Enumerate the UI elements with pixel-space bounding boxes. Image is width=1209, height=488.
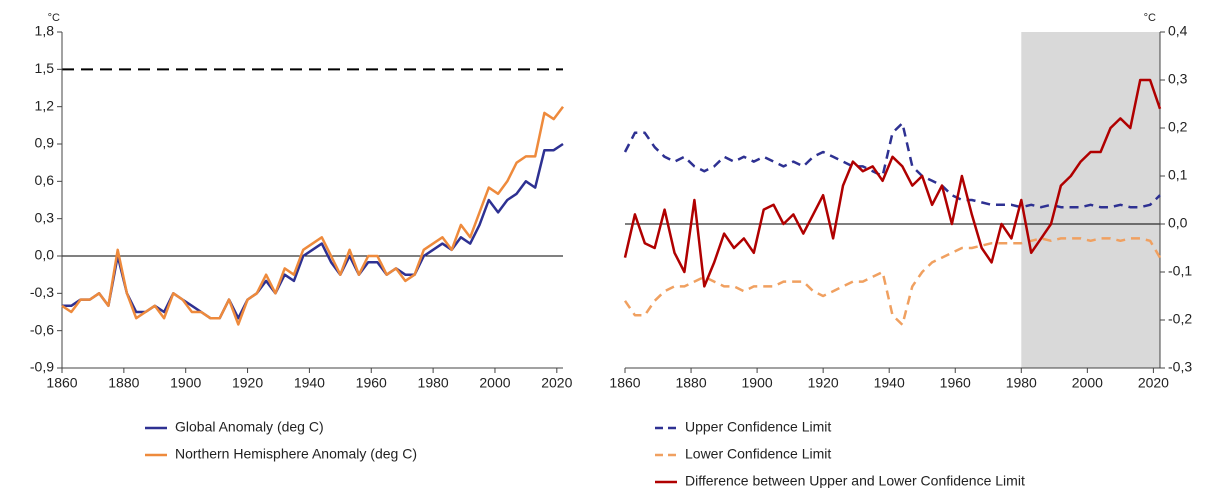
y-tick-label: -0,9	[30, 359, 54, 375]
x-tick-label: 1900	[170, 375, 201, 391]
y-tick-label: 0,3	[35, 209, 55, 225]
y-tick-label: 0,0	[1168, 215, 1188, 231]
y-tick-label: 0,2	[1168, 119, 1188, 135]
series-line	[623, 121, 1161, 209]
x-tick-label: 1880	[108, 375, 139, 391]
x-tick-label: 1860	[46, 375, 77, 391]
y-tick-label: -0,6	[30, 321, 54, 337]
x-tick-label: 1980	[1006, 375, 1037, 391]
series-line	[62, 142, 564, 320]
x-tick-label: 1900	[742, 375, 773, 391]
y-tick-label: -0,1	[1168, 263, 1192, 279]
y-unit: °C	[1144, 12, 1156, 24]
series-line	[61, 105, 564, 326]
legend-label: Difference between Upper and Lower Confi…	[685, 473, 1025, 488]
legend-label: Lower Confidence Limit	[685, 446, 831, 462]
x-tick-label: 1880	[675, 375, 706, 391]
x-tick-label: 1980	[418, 375, 449, 391]
x-tick-label: 2020	[541, 375, 572, 391]
legend-label: Upper Confidence Limit	[685, 419, 831, 435]
x-tick-label: 1960	[356, 375, 387, 391]
x-tick-label: 1920	[232, 375, 263, 391]
x-tick-label: 1940	[294, 375, 325, 391]
y-tick-label: 0,9	[35, 135, 55, 151]
shaded-region	[1021, 32, 1160, 368]
legend-label: Global Anomaly (deg C)	[175, 419, 324, 435]
legend-label: Northern Hemisphere Anomaly (deg C)	[175, 446, 417, 462]
x-tick-label: 2000	[479, 375, 510, 391]
y-tick-label: 1,5	[35, 60, 55, 76]
y-tick-label: 1,2	[35, 97, 55, 113]
x-tick-label: 1960	[940, 375, 971, 391]
y-tick-label: 0,3	[1168, 71, 1188, 87]
y-unit: °C	[48, 12, 60, 24]
x-tick-label: 1860	[609, 375, 640, 391]
y-tick-label: 0,6	[35, 172, 55, 188]
x-tick-label: 1940	[874, 375, 905, 391]
y-tick-label: 0,0	[35, 247, 55, 263]
y-tick-label: 0,1	[1168, 167, 1188, 183]
y-tick-label: 1,8	[35, 23, 55, 39]
series-line	[623, 78, 1162, 288]
y-tick-label: -0,2	[1168, 311, 1192, 327]
y-tick-label: 0,4	[1168, 23, 1188, 39]
y-tick-label: -0,3	[1168, 359, 1192, 375]
x-tick-label: 1920	[808, 375, 839, 391]
y-tick-label: -0,3	[30, 284, 54, 300]
x-tick-label: 2000	[1072, 375, 1103, 391]
series-line	[623, 237, 1162, 327]
x-tick-label: 2020	[1138, 375, 1169, 391]
